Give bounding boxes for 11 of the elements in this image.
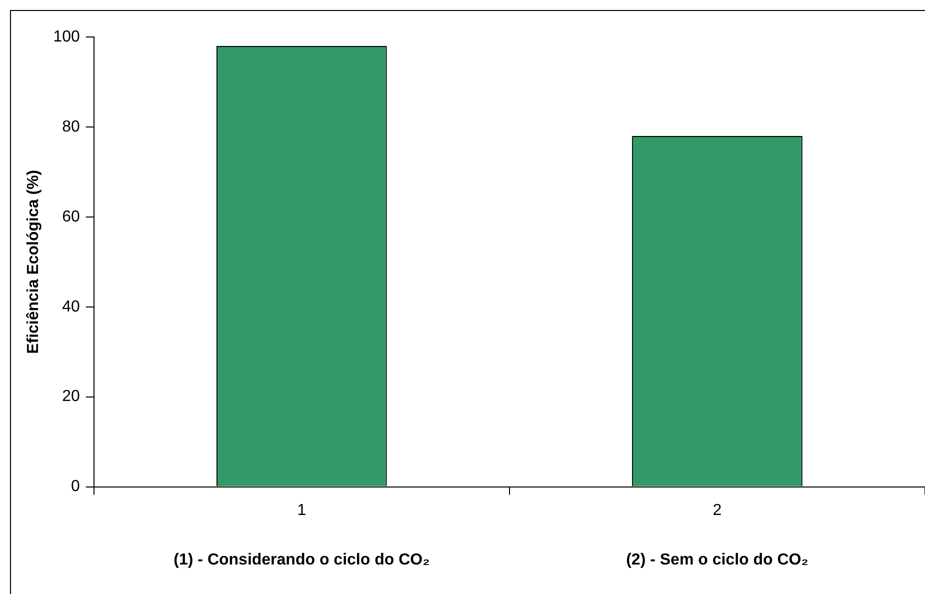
y-tick-label: 60 xyxy=(62,208,80,226)
y-tick-label: 40 xyxy=(62,298,80,316)
y-axis-title: Eficiência Ecológica (%) xyxy=(25,170,42,354)
y-tick-label: 100 xyxy=(53,28,80,46)
x-tick-label: 1 xyxy=(297,502,306,519)
y-tick-label: 80 xyxy=(62,118,80,136)
y-tick-label: 20 xyxy=(62,388,80,406)
text: (2) - Sem o ciclo do CO₂ xyxy=(626,551,808,568)
y-tick-label: 0 xyxy=(70,478,80,496)
x-tick-label: 2 xyxy=(712,502,722,519)
text: (1) - Considerando o ciclo do CO₂ xyxy=(174,551,430,568)
